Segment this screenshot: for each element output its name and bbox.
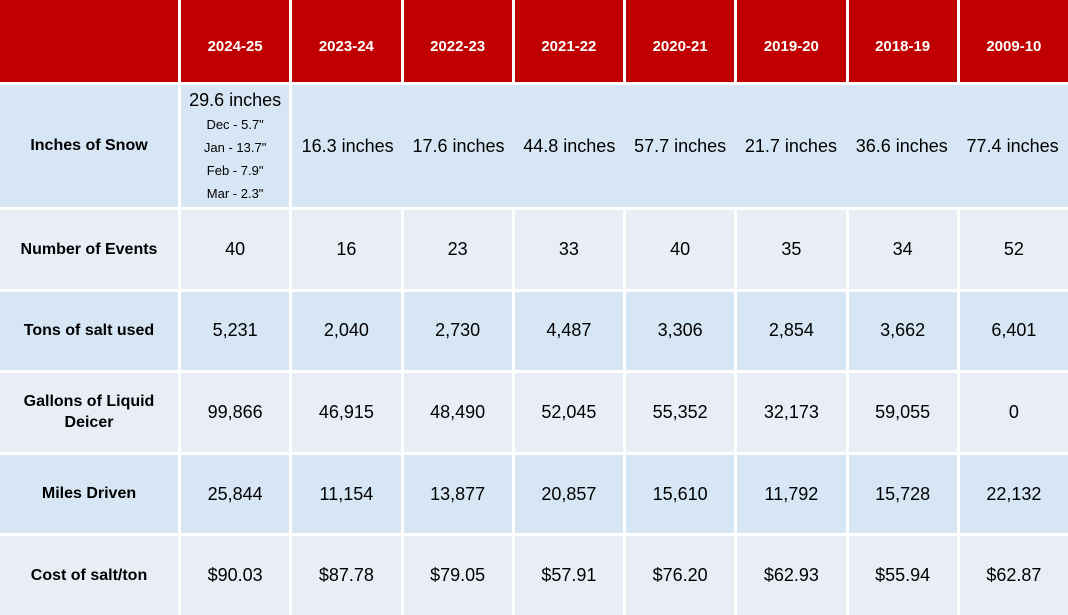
value-cell-number-of-events-2022-23: 23	[403, 210, 512, 289]
value-cell-tons-of-salt-used-2023-24: 2,040	[292, 291, 401, 371]
value-cell-cost-of-salt-ton-2019-20: $62.93	[737, 536, 846, 615]
header-year-2021-22: 2021-22	[514, 0, 623, 82]
row-label-inches-of-snow: Inches of Snow	[0, 85, 178, 207]
table-row-cost-of-salt-ton: Cost of salt/ton $90.03 $87.78 $79.05 $57.91…	[0, 536, 1068, 615]
snow-monthly-line-feb: Feb - 7.9"	[206, 163, 264, 178]
value-cell-cost-of-salt-ton-2018-19: $55.94	[848, 536, 957, 615]
value-cell-miles-driven-2022-23: 13,877	[403, 454, 512, 534]
header-year-2023-24: 2023-24	[292, 0, 401, 82]
snow-value-cell: 21.7 inches	[744, 135, 837, 156]
value-cell-cost-of-salt-ton-2021-22: $57.91	[514, 536, 623, 615]
table-row-tons-of-salt-used: Tons of salt used 5,231 2,040 2,730 4,487 3,3…	[0, 291, 1068, 371]
snow-value-cell: 57.7 inches	[634, 135, 727, 156]
table-header-row: 2024-25 2023-24 2022-23 2021-22 2020-21 2019-…	[0, 0, 1068, 82]
table-row-miles-driven: Miles Driven 25,844 11,154 13,877 20,857 15,6…	[0, 454, 1068, 534]
value-cell-miles-driven-2019-20: 11,792	[737, 454, 846, 534]
value-cell-cost-of-salt-ton-2024-25: $90.03	[181, 536, 290, 615]
value-cell-miles-driven-2021-22: 20,857	[514, 454, 623, 534]
value-cell-gallons-of-liquid-deicer-2021-22: 52,045	[514, 373, 623, 452]
value-cell-number-of-events-2018-19: 34	[848, 210, 957, 289]
header-year-2019-20: 2019-20	[737, 0, 846, 82]
value-cell-gallons-of-liquid-deicer-2022-23: 48,490	[403, 373, 512, 452]
value-cell-gallons-of-liquid-deicer-2023-24: 46,915	[292, 373, 401, 452]
value-cell-number-of-events-2023-24: 16	[292, 210, 401, 289]
snow-monthly-line-dec: Dec - 5.7"	[206, 117, 264, 132]
header-year-2024-25: 2024-25	[181, 0, 290, 82]
row-label-tons-of-salt-used: Tons of salt used	[0, 291, 178, 371]
table-row-number-of-events: Number of Events 40 16 23 33 40 35 34 52	[0, 210, 1068, 289]
snow-total-2024-25: 29.6 inches	[189, 90, 282, 110]
value-cell-tons-of-salt-used-2022-23: 2,730	[403, 291, 512, 371]
value-cell-number-of-events-2021-22: 33	[514, 210, 623, 289]
value-cell-tons-of-salt-used-2024-25: 5,231	[181, 291, 290, 371]
value-cell-cost-of-salt-ton-2022-23: $79.05	[403, 536, 512, 615]
header-year-2022-23: 2022-23	[403, 0, 512, 82]
snow-value-cell: 36.6 inches	[855, 135, 948, 156]
snow-monthly-line-jan: Jan - 13.7"	[203, 140, 267, 155]
header-year-2020-21: 2020-21	[626, 0, 735, 82]
value-cell-number-of-events-2024-25: 40	[181, 210, 290, 289]
value-cell-miles-driven-2018-19: 15,728	[848, 454, 957, 534]
value-cell-miles-driven-2024-25: 25,844	[181, 454, 290, 534]
value-cell-tons-of-salt-used-2020-21: 3,306	[626, 291, 735, 371]
value-cell-tons-of-salt-used-2019-20: 2,854	[737, 291, 846, 371]
value-cell-tons-of-salt-used-2021-22: 4,487	[514, 291, 623, 371]
value-cell-tons-of-salt-used-2009-10: 6,401	[959, 291, 1068, 371]
value-cell-gallons-of-liquid-deicer-2009-10: 0	[959, 373, 1068, 452]
row-label-gallons-of-liquid-deicer: Gallons of Liquid Deicer	[0, 373, 178, 452]
snow-value-cell: 16.3 inches	[301, 135, 394, 156]
value-cell-gallons-of-liquid-deicer-2019-20: 32,173	[737, 373, 846, 452]
table-row-gallons-of-liquid-deicer: Gallons of Liquid Deicer 99,866 46,915 48,4…	[0, 373, 1068, 452]
value-cell-miles-driven-2020-21: 15,610	[626, 454, 735, 534]
value-cell-gallons-of-liquid-deicer-2018-19: 59,055	[848, 373, 957, 452]
value-cell-cost-of-salt-ton-2023-24: $87.78	[292, 536, 401, 615]
value-cell-number-of-events-2009-10: 52	[959, 210, 1068, 289]
snow-value-cell: 44.8 inches	[523, 135, 616, 156]
snow-value-cell: 17.6 inches	[412, 135, 505, 156]
value-cell-miles-driven-2023-24: 11,154	[292, 454, 401, 534]
value-cell-number-of-events-2019-20: 35	[737, 210, 846, 289]
value-cell-miles-driven-2009-10: 22,132	[959, 454, 1068, 534]
row-label-cost-of-salt-ton: Cost of salt/ton	[0, 536, 178, 615]
snow-cell-2024-25: 29.6 inches Dec - 5.7" Jan - 13.7" Feb - 7…	[181, 85, 290, 207]
row-label-miles-driven: Miles Driven	[0, 454, 178, 534]
snow-value-cell: 77.4 inches	[966, 135, 1059, 156]
snow-monthly-line-mar: Mar - 2.3"	[206, 186, 264, 201]
value-cell-cost-of-salt-ton-2020-21: $76.20	[626, 536, 735, 615]
header-year-2018-19: 2018-19	[848, 0, 957, 82]
header-year-2009-10: 2009-10	[959, 0, 1068, 82]
value-cell-number-of-events-2020-21: 40	[626, 210, 735, 289]
value-cell-cost-of-salt-ton-2009-10: $62.87	[959, 536, 1068, 615]
table-row-inches-of-snow: Inches of Snow 29.6 inches Dec - 5.7" Jan…	[0, 85, 1068, 207]
header-corner-cell	[0, 0, 178, 82]
snow-values-strip: 16.3 inches 17.6 inches 44.8 inches 57.7 in…	[292, 85, 1068, 207]
value-cell-gallons-of-liquid-deicer-2020-21: 55,352	[626, 373, 735, 452]
value-cell-tons-of-salt-used-2018-19: 3,662	[848, 291, 957, 371]
value-cell-gallons-of-liquid-deicer-2024-25: 99,866	[181, 373, 290, 452]
row-label-number-of-events: Number of Events	[0, 210, 178, 289]
